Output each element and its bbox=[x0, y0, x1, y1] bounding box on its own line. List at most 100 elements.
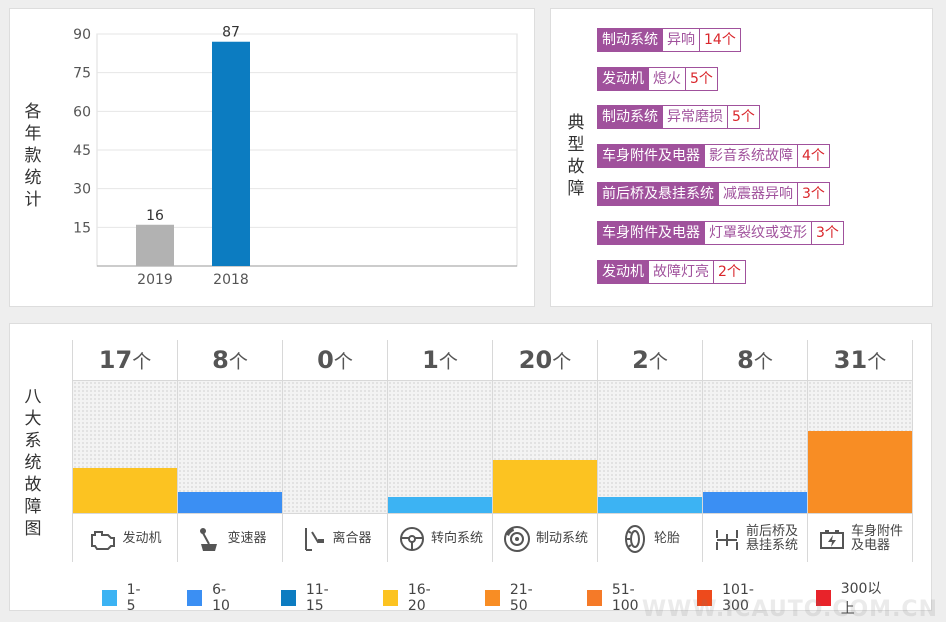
legend-item: 101-300 bbox=[697, 578, 776, 618]
system-count-value: 8 bbox=[212, 346, 229, 374]
system-name-label: 变速器 bbox=[227, 532, 266, 546]
system-column-5: 20个 制动系统 bbox=[493, 340, 598, 564]
bar-2018 bbox=[212, 41, 250, 266]
legend-swatch bbox=[187, 590, 203, 606]
legend-item: 21-50 bbox=[485, 578, 547, 618]
system-fault-count: 0个 bbox=[283, 340, 387, 381]
y-tick-label: 60 bbox=[73, 104, 91, 120]
system-bar-area bbox=[178, 381, 282, 513]
fault-category-tag: 发动机 bbox=[597, 66, 649, 91]
system-name-label: 车身附件 及电器 bbox=[851, 525, 903, 553]
typical-faults-label-char: 典 bbox=[567, 113, 585, 133]
fault-count-tag: 3个 bbox=[798, 182, 830, 207]
brake-disc-icon bbox=[503, 526, 530, 552]
system-faults-label-char: 系 bbox=[24, 431, 42, 451]
year-stats-label-char: 计 bbox=[24, 190, 42, 210]
fault-count-tag: 3个 bbox=[812, 221, 844, 245]
x-tick-label: 2019 bbox=[137, 272, 173, 288]
legend-swatch bbox=[815, 590, 831, 606]
system-bar-area bbox=[283, 381, 387, 513]
y-tick-label: 90 bbox=[73, 27, 91, 43]
legend-label: 21-50 bbox=[509, 582, 533, 614]
system-fault-count: 2个 bbox=[598, 340, 702, 381]
legend-label: 101-300 bbox=[722, 582, 754, 614]
system-faults-label-char: 大 bbox=[24, 409, 42, 429]
color-legend: 1-5 6-10 11-15 16-20 21-50 51-100 101-300 300以上 bbox=[102, 578, 931, 618]
system-faults-label-char: 图 bbox=[24, 519, 42, 539]
system-faults-grid: 17个 发动机 8个 变速器 0个 离合器 1个 转向系统 20个 制动系统 2个 轮胎 8个 前后桥及悬… bbox=[72, 324, 914, 564]
system-column-8: 31个 车身附件 及电器 bbox=[808, 340, 913, 564]
year-stats-label-char: 各 bbox=[24, 102, 42, 122]
system-column-6: 2个轮胎 bbox=[598, 340, 703, 564]
gear-shift-icon bbox=[200, 528, 218, 551]
typical-faults-label-char: 故 bbox=[567, 157, 585, 177]
typical-fault-item: 发动机 熄火 5个 bbox=[597, 66, 718, 91]
legend-label: 51-100 bbox=[611, 582, 639, 614]
system-label-cell: 车身附件 及电器 bbox=[808, 513, 912, 564]
battery-icon bbox=[819, 530, 844, 549]
typical-faults-label-char: 障 bbox=[567, 179, 585, 199]
typical-faults-panel: 典型故障 制动系统 异响 14个 发动机 熄火 5个 制动系统 异常磨损 5个 车身附件及电器 影音… bbox=[550, 8, 933, 307]
system-faults-label-char: 障 bbox=[24, 497, 42, 517]
system-label-cell: 发动机 bbox=[73, 513, 177, 564]
system-name-line: 变速器 bbox=[227, 531, 267, 546]
system-name-line: 轮胎 bbox=[653, 531, 680, 546]
y-tick-label: 45 bbox=[73, 143, 91, 159]
system-name-line: 发动机 bbox=[122, 531, 162, 546]
system-faults-label-char: 故 bbox=[24, 475, 42, 495]
system-name-line: 悬挂系统 bbox=[745, 538, 798, 553]
fault-name-tag: 减震器异响 bbox=[719, 182, 798, 207]
legend-item: 51-100 bbox=[587, 578, 657, 618]
bar-2019 bbox=[136, 224, 174, 266]
system-count-unit: 个 bbox=[333, 351, 353, 373]
system-fault-count: 17个 bbox=[73, 340, 177, 381]
system-count-value: 31 bbox=[833, 346, 868, 374]
system-name-line: 及电器 bbox=[850, 538, 890, 553]
system-bar-车身附件及电器 bbox=[808, 431, 912, 513]
system-bar-制动系统 bbox=[493, 460, 597, 513]
fault-count-tag: 2个 bbox=[714, 259, 746, 284]
typical-fault-item: 车身附件及电器 影音系统故障 4个 bbox=[597, 143, 830, 168]
bar-value-label: 16 bbox=[146, 208, 164, 224]
system-fault-count: 8个 bbox=[703, 340, 807, 381]
system-count-value: 20 bbox=[518, 346, 553, 374]
legend-item: 1-5 bbox=[102, 578, 147, 618]
system-column-7: 8个前后桥及 悬挂系统 bbox=[703, 340, 808, 564]
bar-value-label: 87 bbox=[222, 25, 240, 41]
system-count-value: 0 bbox=[317, 346, 334, 374]
legend-swatch bbox=[281, 590, 296, 606]
system-faults-label-char: 统 bbox=[24, 453, 42, 473]
system-name-line: 转向系统 bbox=[430, 531, 483, 546]
system-name-line: 前后桥及 bbox=[745, 524, 798, 539]
watermark: WWW.ICAUTO.COM.CN bbox=[641, 597, 938, 622]
system-name-line: 离合器 bbox=[332, 531, 372, 546]
y-tick-label: 75 bbox=[73, 66, 91, 82]
legend-label: 1-5 bbox=[126, 582, 141, 614]
system-label-cell: 前后桥及 悬挂系统 bbox=[703, 513, 807, 564]
system-name-label: 前后桥及 悬挂系统 bbox=[746, 525, 798, 553]
year-bar-chart: 15 30 45 60 75 90 16 2019 87 2018 bbox=[73, 25, 518, 288]
fault-name-tag: 异响 bbox=[663, 28, 700, 52]
legend-swatch bbox=[587, 590, 602, 606]
fault-name-tag: 影音系统故障 bbox=[705, 143, 798, 168]
system-count-value: 17 bbox=[98, 346, 133, 374]
system-count-unit: 个 bbox=[132, 351, 152, 373]
fault-category-tag: 制动系统 bbox=[597, 105, 663, 130]
system-count-unit: 个 bbox=[228, 351, 248, 373]
legend-swatch bbox=[697, 590, 713, 606]
system-bar-area bbox=[703, 381, 807, 513]
fault-name-tag: 熄火 bbox=[649, 66, 686, 91]
fault-category-tag: 前后桥及悬挂系统 bbox=[597, 182, 719, 207]
system-faults-vertical-label: 八大系统故障图 bbox=[22, 386, 44, 540]
fault-name-tag: 灯罩裂纹或变形 bbox=[705, 221, 812, 245]
clutch-pedal-icon bbox=[305, 528, 325, 551]
system-column-2: 8个变速器 bbox=[178, 340, 283, 564]
system-bar-前后桥及悬挂系统 bbox=[703, 491, 807, 513]
typical-faults-vertical-label: 典型故障 bbox=[565, 112, 587, 200]
engine-icon bbox=[91, 531, 116, 550]
system-count-unit: 个 bbox=[552, 351, 572, 373]
typical-faults-label-char: 型 bbox=[567, 135, 585, 155]
legend-swatch bbox=[383, 590, 398, 606]
system-count-value: 2 bbox=[632, 346, 649, 374]
system-fault-count: 20个 bbox=[493, 340, 597, 381]
